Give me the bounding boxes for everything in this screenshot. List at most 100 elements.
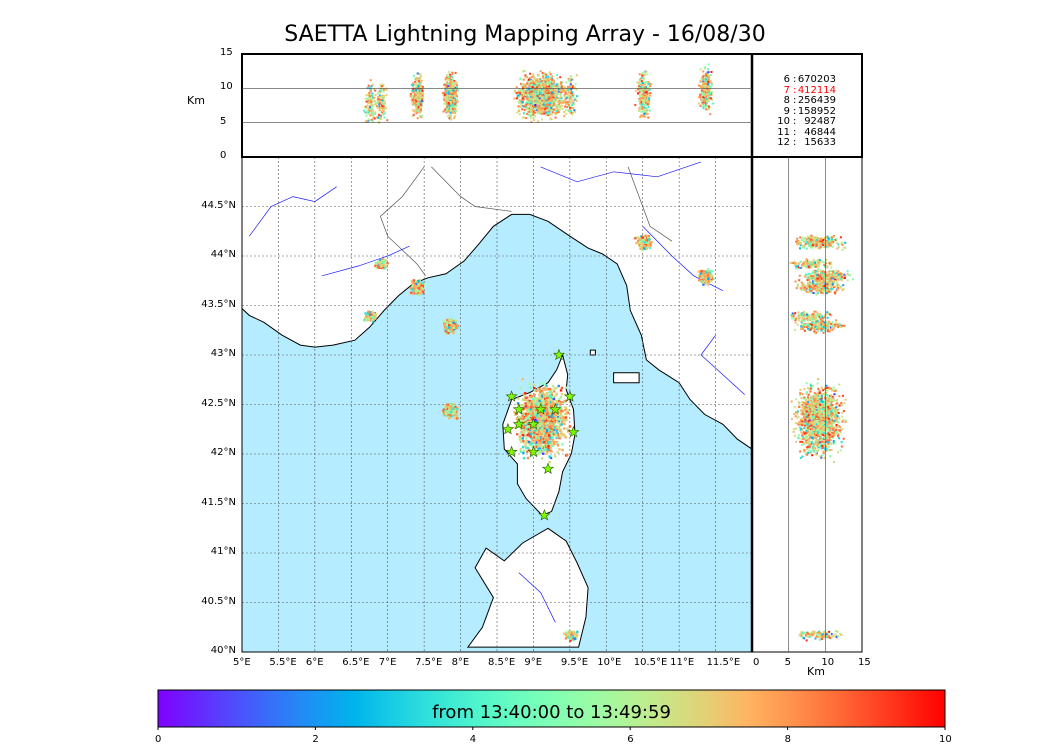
lightning-point bbox=[526, 400, 529, 403]
lightning-point bbox=[546, 81, 549, 84]
lightning-point bbox=[446, 81, 448, 84]
lma-station-star bbox=[512, 403, 525, 415]
capraia-island bbox=[589, 349, 596, 356]
lightning-point bbox=[449, 83, 452, 86]
lightning-point bbox=[539, 401, 542, 404]
lightning-point bbox=[540, 110, 543, 113]
lightning-point bbox=[445, 410, 448, 413]
lightning-point bbox=[538, 422, 542, 425]
lightning-point bbox=[517, 397, 520, 400]
lightning-point bbox=[532, 86, 535, 89]
lightning-point bbox=[453, 105, 456, 108]
lightning-point bbox=[519, 92, 522, 95]
lightning-point bbox=[541, 421, 544, 425]
lightning-point bbox=[546, 406, 549, 409]
lightning-point bbox=[524, 426, 528, 429]
lightning-point bbox=[443, 93, 446, 96]
lightning-point bbox=[545, 78, 548, 81]
lightning-point bbox=[541, 118, 543, 121]
lightning-point bbox=[551, 418, 554, 422]
lightning-point bbox=[552, 441, 555, 444]
lightning-point bbox=[540, 102, 543, 105]
lightning-point bbox=[557, 419, 561, 423]
lightning-point bbox=[547, 437, 551, 440]
lightning-point bbox=[527, 433, 530, 436]
lightning-point bbox=[526, 102, 529, 105]
lightning-point bbox=[547, 83, 549, 86]
lightning-point bbox=[552, 101, 555, 104]
lightning-point bbox=[572, 638, 575, 642]
lightning-point bbox=[555, 110, 558, 112]
lightning-point bbox=[537, 397, 540, 400]
lightning-point bbox=[564, 95, 567, 98]
lightning-point bbox=[542, 425, 545, 428]
lightning-point bbox=[531, 96, 534, 98]
lightning-point bbox=[540, 94, 543, 97]
lightning-point bbox=[526, 417, 529, 420]
lightning-point bbox=[525, 86, 528, 89]
lightning-point bbox=[446, 102, 449, 105]
lightning-point bbox=[547, 429, 550, 432]
lightning-point bbox=[545, 97, 548, 100]
lightning-point bbox=[551, 444, 554, 447]
lightning-point bbox=[543, 112, 546, 115]
lightning-point bbox=[574, 633, 577, 637]
lightning-point bbox=[522, 112, 525, 115]
lightning-point bbox=[705, 273, 708, 276]
lightning-point bbox=[559, 401, 563, 404]
lightning-point bbox=[635, 241, 638, 245]
lightning-point bbox=[544, 414, 548, 417]
lightning-point bbox=[547, 446, 550, 450]
lightning-point bbox=[549, 389, 553, 393]
lightning-point bbox=[525, 117, 528, 119]
lightning-point bbox=[449, 105, 452, 108]
lightning-point bbox=[450, 85, 453, 88]
lightning-point bbox=[558, 97, 561, 100]
lightning-point bbox=[544, 82, 547, 85]
lightning-point bbox=[537, 108, 539, 111]
lightning-point bbox=[542, 73, 545, 76]
lightning-point bbox=[533, 416, 536, 419]
lightning-point bbox=[454, 90, 457, 93]
lightning-point bbox=[551, 395, 554, 399]
lightning-point bbox=[363, 319, 366, 322]
lightning-point bbox=[541, 432, 544, 435]
lightning-point bbox=[553, 84, 556, 87]
lightning-point bbox=[452, 107, 455, 110]
lightning-point bbox=[527, 114, 530, 117]
lightning-point bbox=[456, 100, 459, 103]
lightning-point bbox=[515, 97, 518, 100]
lightning-point bbox=[446, 74, 448, 77]
lightning-point bbox=[547, 418, 550, 421]
lightning-point bbox=[557, 90, 560, 93]
lightning-point bbox=[561, 443, 564, 446]
lightning-point bbox=[369, 311, 372, 314]
lightning-point bbox=[515, 412, 518, 415]
lightning-point bbox=[523, 412, 526, 415]
lightning-point bbox=[542, 91, 544, 94]
lightning-point bbox=[516, 402, 520, 405]
lightning-point bbox=[542, 449, 545, 452]
lightning-point bbox=[555, 440, 559, 444]
lightning-point bbox=[536, 399, 539, 403]
lightning-point bbox=[648, 246, 652, 249]
lightning-point bbox=[551, 86, 554, 89]
lightning-point bbox=[538, 82, 541, 85]
lightning-point bbox=[520, 450, 523, 453]
lightning-point bbox=[545, 101, 548, 104]
lightning-point bbox=[525, 408, 529, 411]
lightning-point bbox=[548, 412, 552, 416]
lightning-point bbox=[531, 97, 534, 100]
lightning-point bbox=[532, 116, 535, 119]
lightning-point bbox=[547, 110, 550, 113]
lightning-point bbox=[445, 332, 448, 335]
lightning-point bbox=[539, 424, 542, 428]
lightning-point bbox=[448, 71, 451, 73]
lightning-point bbox=[520, 102, 523, 105]
lightning-point bbox=[561, 410, 564, 413]
lightning-point bbox=[453, 117, 456, 120]
lightning-point bbox=[523, 419, 527, 422]
lightning-point bbox=[519, 90, 522, 93]
lightning-point bbox=[532, 383, 536, 386]
lightning-point bbox=[645, 237, 649, 240]
